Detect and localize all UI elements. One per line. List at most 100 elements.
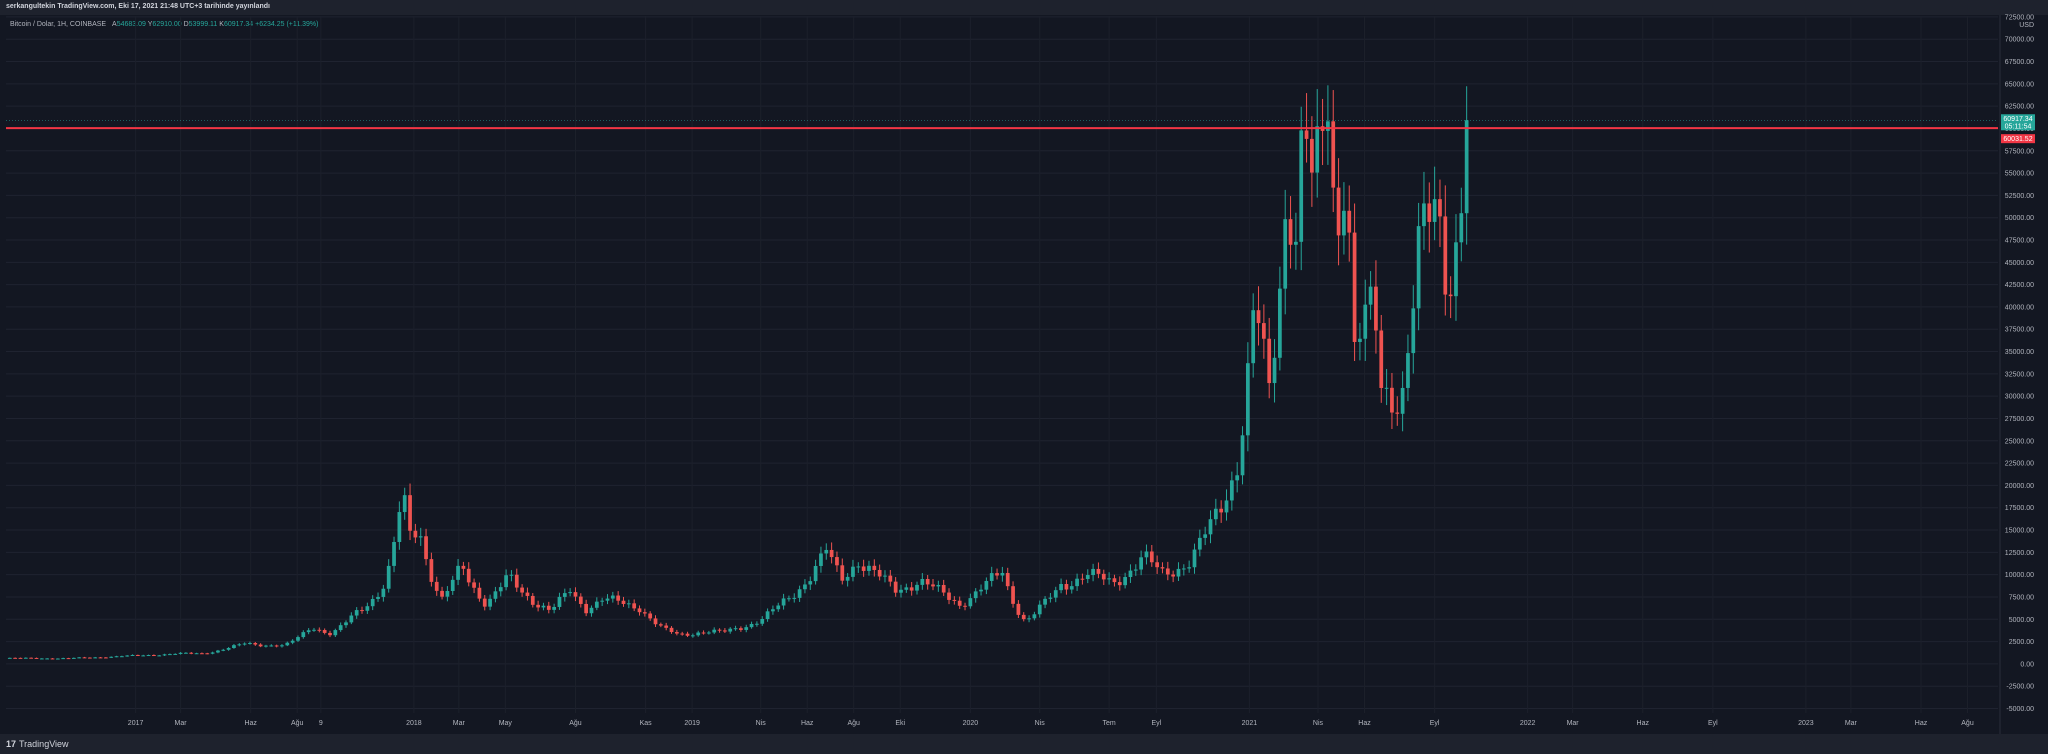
candle-down <box>888 575 893 582</box>
candle-up <box>1139 557 1143 570</box>
candle-up <box>851 566 855 577</box>
candle-up <box>1059 583 1063 591</box>
price-axis[interactable]: 72500.00 70000.00 67500.00 65000.00 62500.00… <box>2001 14 2035 713</box>
price-tick-label: 42500.00 <box>2005 282 2034 289</box>
candle-up <box>1203 534 1208 538</box>
price-tick-label: 55000.00 <box>2005 171 2034 178</box>
price-tick-label: 5000.00 <box>2009 617 2034 624</box>
candle-down <box>1005 572 1010 587</box>
candle-up <box>301 632 306 638</box>
candle-down <box>1117 582 1122 586</box>
candle-up <box>968 598 973 607</box>
close-label: K <box>219 21 224 28</box>
price-tick-label: 37500.00 <box>2005 327 2034 334</box>
candle-up <box>1043 598 1047 605</box>
candle-up <box>845 576 850 581</box>
candle-up <box>1176 568 1181 577</box>
candle-down <box>893 581 898 593</box>
footer-bar <box>0 734 2048 754</box>
candle-up <box>776 605 781 610</box>
candle-up <box>381 588 386 597</box>
candle-up <box>1213 508 1218 520</box>
candle-down <box>472 582 476 588</box>
line-price-label: 60031.52 <box>2003 136 2032 143</box>
last-price-label: 60917.34 <box>2003 116 2032 123</box>
candle-down <box>520 587 524 593</box>
candle-up <box>979 589 983 592</box>
candle-down <box>360 610 364 612</box>
price-tick-label: -5000.00 <box>2006 706 2034 713</box>
candle-up <box>1294 241 1298 245</box>
price-tick-label: 10000.00 <box>2005 572 2034 579</box>
candle-down <box>200 653 204 655</box>
candle-up <box>1027 618 1031 620</box>
candle-down <box>723 630 727 632</box>
time-tick-label: Eyl <box>1430 720 1440 727</box>
candle-up <box>210 652 215 654</box>
candle-down <box>1101 573 1106 580</box>
candle-down <box>66 658 71 660</box>
time-tick-label: Eyl <box>1708 720 1718 727</box>
time-tick-label: Tem <box>1102 720 1115 727</box>
candle-up <box>568 592 573 594</box>
time-tick-label: Haz <box>244 720 257 727</box>
grid-lines <box>6 15 2001 734</box>
candle-up <box>819 553 823 566</box>
candle-up <box>1384 387 1389 389</box>
candle-up <box>792 597 797 599</box>
candle-up <box>600 600 605 602</box>
candle-down <box>616 595 621 601</box>
candle-up <box>1091 568 1095 576</box>
candle-up <box>1085 575 1090 580</box>
candle-up <box>1342 210 1346 236</box>
candle-up <box>867 565 871 571</box>
price-tick-label: 20000.00 <box>2005 483 2034 490</box>
candle-up <box>1048 597 1053 599</box>
candle-down <box>877 569 882 577</box>
price-tick-label: 45000.00 <box>2005 260 2034 267</box>
candle-down <box>1064 583 1069 590</box>
candle-up <box>333 630 338 636</box>
price-tick-label: 60000.00 <box>2005 126 2034 133</box>
candle-up <box>280 645 284 647</box>
candle-down <box>18 657 23 659</box>
time-tick-label: Ağu <box>291 720 304 727</box>
candle-up <box>109 656 114 658</box>
candle-up <box>1037 604 1042 615</box>
candle-up <box>1235 475 1240 481</box>
candle-down <box>322 630 327 633</box>
candle-down <box>1331 121 1336 188</box>
candle-up <box>813 565 818 582</box>
tradingview-brand[interactable]: 17 TradingView <box>6 739 69 749</box>
time-axis[interactable]: 2017 Mar Haz Ağu 9 2018 Mar May Ağu Kas 2019 Nis Haz… <box>128 720 1974 727</box>
symbol-legend: Bitcoin / Dolar, 1H, COINBASE A54683.09 … <box>10 21 318 28</box>
candle-down <box>680 633 685 635</box>
candle-up <box>749 623 754 628</box>
candle-up <box>386 565 391 589</box>
candle-down <box>642 612 647 614</box>
candle-up <box>1368 286 1373 305</box>
candle-up <box>781 598 786 606</box>
price-tick-label: 40000.00 <box>2005 304 2034 311</box>
price-tick-label: 50000.00 <box>2005 215 2034 222</box>
candle-up <box>1272 357 1277 384</box>
candle-down <box>1096 568 1101 574</box>
candle-up <box>376 596 380 599</box>
time-tick-label: May <box>499 720 513 727</box>
time-tick-label: 2017 <box>128 720 144 727</box>
symbol-name: Bitcoin / Dolar, 1H, COINBASE <box>10 21 107 28</box>
candle-down <box>189 652 194 654</box>
price-tick-label: 0.00 <box>2020 661 2034 668</box>
candle-down <box>1149 551 1154 563</box>
candle-up <box>344 622 348 626</box>
candle-down <box>1267 338 1272 384</box>
candle-down <box>653 618 658 625</box>
candle-down <box>413 530 418 538</box>
candle-down <box>1347 210 1352 233</box>
candle-down <box>648 613 653 619</box>
candle-up <box>626 603 631 605</box>
candle-up <box>973 591 978 599</box>
candle-down <box>429 559 434 582</box>
candle-down <box>98 657 103 659</box>
